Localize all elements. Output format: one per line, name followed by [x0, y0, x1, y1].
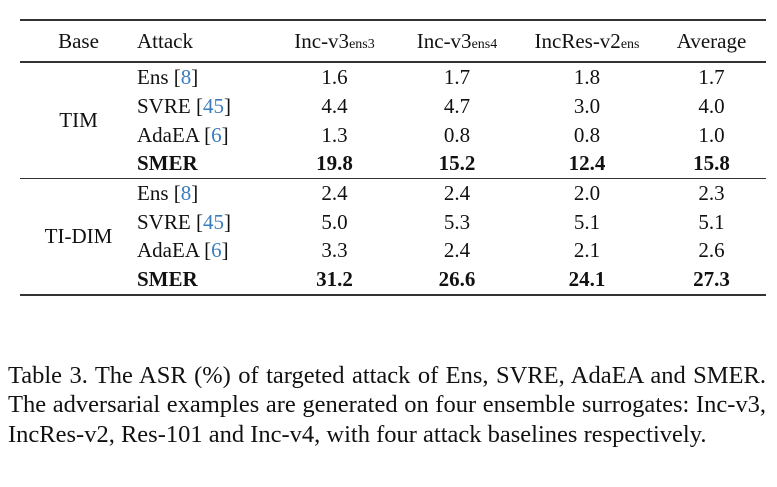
citation-link[interactable]: 8 — [180, 181, 192, 206]
attack-method: AdaEA — [137, 122, 199, 147]
value-inc-v3-ens3: 2.4 — [321, 181, 348, 206]
value-inc-v3-ens3: 1.6 — [321, 65, 348, 90]
value-incres-v2-ens: 24.1 — [568, 267, 606, 292]
header-inc-v3-ens4-main: Inc-v3 — [416, 28, 472, 53]
attack-method: SVRE — [137, 209, 191, 234]
citation-link[interactable]: 8 — [180, 65, 192, 90]
header-inc-v3-ens3: Inc-v3ens3 — [272, 20, 397, 62]
citation-link[interactable]: 6 — [211, 238, 222, 263]
value-inc-v3-ens4: 26.6 — [438, 267, 476, 292]
attack-cell: SMER — [137, 149, 272, 178]
table-row: TIM Ens [8] 1.6 1.7 1.8 1.7 — [20, 62, 766, 132]
attack-cell: Ens [8] — [137, 181, 199, 206]
value-inc-v3-ens4: 2.4 — [443, 238, 471, 263]
value-incres-v2-ens: 1.8 — [573, 65, 601, 90]
value-average: 15.8 — [693, 151, 730, 176]
value-average: 4.0 — [698, 94, 725, 119]
attack-method: SMER — [137, 151, 198, 176]
value-inc-v3-ens4: 15.2 — [438, 151, 476, 176]
attack-cell: SVRE [45] — [137, 209, 231, 234]
group-tim: TIM Ens [8] 1.6 1.7 1.8 1.7 SVRE [45] 4.… — [20, 62, 766, 178]
value-inc-v3-ens3: 1.3 — [321, 122, 348, 147]
attack-method: SVRE — [137, 94, 191, 119]
citation-link[interactable]: 6 — [211, 122, 222, 147]
value-inc-v3-ens3: 19.8 — [316, 151, 353, 176]
value-inc-v3-ens4: 0.8 — [443, 122, 471, 147]
header-average: Average — [676, 28, 747, 53]
attack-cell: SMER — [137, 265, 272, 295]
value-inc-v3-ens3: 5.0 — [321, 209, 348, 234]
table-row: AdaEA [6] 1.3 0.8 0.8 1.0 — [20, 120, 766, 149]
table-row: SVRE [45] 5.0 5.3 5.1 5.1 — [20, 207, 766, 236]
attack-method: Ens — [137, 181, 169, 206]
value-inc-v3-ens4: 1.7 — [443, 65, 471, 90]
table-row-highlight: SMER 19.8 15.2 12.4 15.8 — [20, 149, 766, 178]
attack-cell: AdaEA [6] — [137, 238, 229, 263]
table-row: SVRE [45] 4.4 4.7 3.0 4.0 — [20, 92, 766, 121]
header-base: Base — [58, 28, 99, 53]
value-inc-v3-ens4: 2.4 — [443, 181, 471, 206]
group-ti-dim: TI-DIM Ens [8] 2.4 2.4 2.0 2.3 SVRE [45]… — [20, 178, 766, 295]
value-inc-v3-ens3: 4.4 — [321, 94, 348, 119]
attack-cell: SVRE [45] — [137, 94, 231, 119]
value-average: 5.1 — [698, 209, 725, 234]
value-incres-v2-ens: 5.1 — [573, 209, 601, 234]
value-average: 2.3 — [698, 181, 725, 206]
header-inc-v3-ens3-sub: ens3 — [349, 36, 375, 52]
table-caption: Table 3. The ASR (%) of targeted attack … — [8, 361, 766, 449]
attack-method: SMER — [137, 267, 198, 292]
table-row: AdaEA [6] 3.3 2.4 2.1 2.6 — [20, 236, 766, 265]
value-incres-v2-ens: 0.8 — [573, 122, 601, 147]
attack-cell: Ens [8] — [137, 65, 199, 90]
attack-method: Ens — [137, 65, 169, 90]
header-inc-v3-ens3-main: Inc-v3 — [294, 28, 350, 53]
citation-link[interactable]: 45 — [202, 209, 224, 234]
value-inc-v3-ens4: 4.7 — [443, 94, 471, 119]
asr-results-table: Base Attack Inc-v3ens3 Inc-v3ens4 IncRes… — [20, 19, 766, 296]
base-label-tim: TIM — [59, 108, 98, 133]
table-row-highlight: SMER 31.2 26.6 24.1 27.3 — [20, 265, 766, 295]
value-incres-v2-ens: 2.1 — [573, 238, 601, 263]
value-incres-v2-ens: 2.0 — [573, 181, 601, 206]
header-row: Base Attack Inc-v3ens3 Inc-v3ens4 IncRes… — [20, 20, 766, 62]
value-average: 1.7 — [698, 65, 725, 90]
attack-method: AdaEA — [137, 238, 199, 263]
value-average: 27.3 — [693, 267, 730, 292]
value-average: 1.0 — [698, 122, 725, 147]
value-inc-v3-ens3: 31.2 — [316, 267, 353, 292]
value-incres-v2-ens: 3.0 — [573, 94, 601, 119]
results-table-container: Base Attack Inc-v3ens3 Inc-v3ens4 IncRes… — [20, 19, 766, 296]
value-inc-v3-ens4: 5.3 — [443, 209, 471, 234]
header-incres-v2-ens-sub: ens — [620, 36, 640, 52]
header-attack: Attack — [137, 28, 193, 53]
value-incres-v2-ens: 12.4 — [568, 151, 606, 176]
citation-link[interactable]: 45 — [202, 94, 224, 119]
attack-cell: AdaEA [6] — [137, 122, 229, 147]
header-inc-v3-ens4: Inc-v3ens4 — [397, 20, 517, 62]
value-average: 2.6 — [698, 238, 725, 263]
header-incres-v2-ens: IncRes-v2ens — [517, 20, 657, 62]
value-inc-v3-ens3: 3.3 — [321, 238, 348, 263]
base-label-ti-dim: TI-DIM — [44, 224, 113, 249]
table-row: TI-DIM Ens [8] 2.4 2.4 2.0 2.3 — [20, 178, 766, 248]
header-incres-v2-ens-main: IncRes-v2 — [534, 28, 621, 53]
header-inc-v3-ens4-sub: ens4 — [471, 36, 498, 52]
